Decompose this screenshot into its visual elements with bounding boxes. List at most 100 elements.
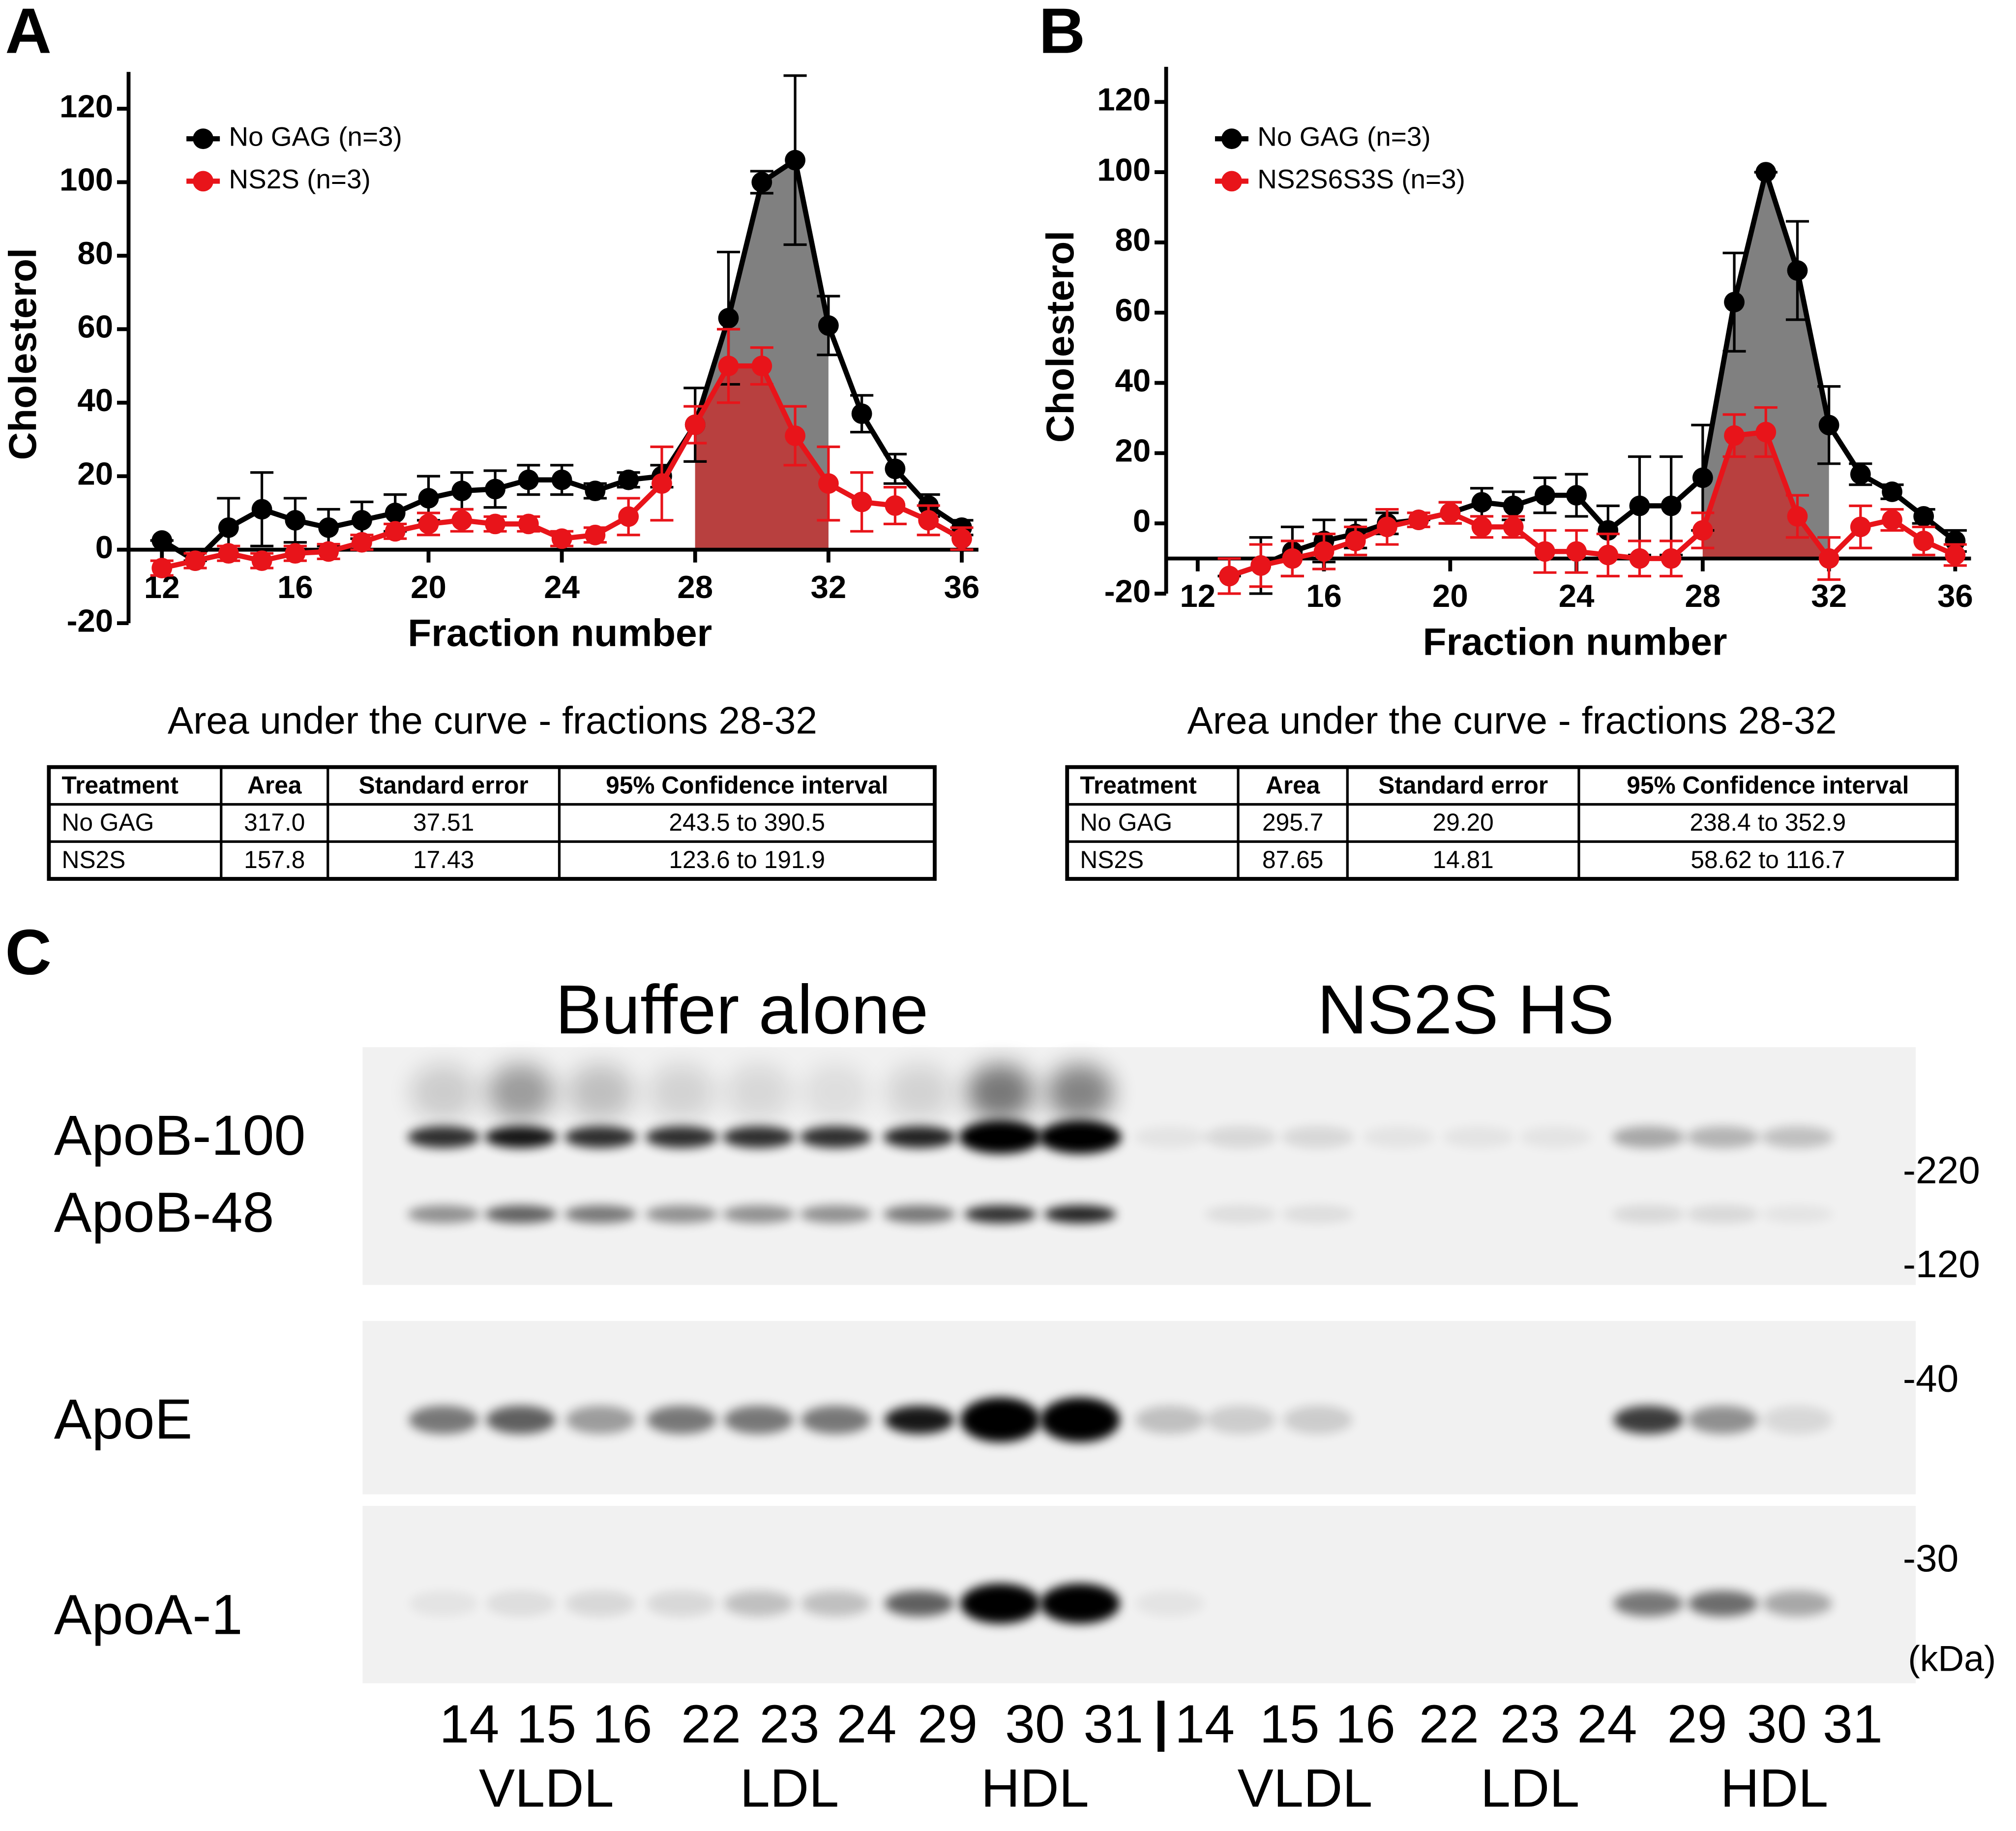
table-cell: 29.20 — [1432, 809, 1493, 836]
x-tick-label: 32 — [811, 569, 847, 605]
panel-label: C — [5, 916, 51, 988]
data-point — [1913, 531, 1934, 551]
table-header: 95% Confidence interval — [606, 771, 888, 799]
data-point — [218, 543, 239, 564]
data-point — [718, 308, 739, 329]
data-point — [1219, 566, 1240, 587]
data-point — [551, 469, 572, 490]
data-point — [618, 469, 639, 490]
data-point — [1534, 485, 1555, 506]
y-tick-label: 80 — [77, 235, 113, 271]
blot-band — [565, 1406, 635, 1434]
table-header: Standard error — [1378, 771, 1548, 799]
legend-label: NS2S (n=3) — [229, 164, 370, 194]
blot-band — [407, 1126, 480, 1148]
table-cell: 123.6 to 191.9 — [669, 846, 825, 873]
table-cell: 58.62 to 116.7 — [1690, 846, 1845, 873]
x-tick-label: 20 — [411, 569, 446, 605]
data-point — [318, 541, 339, 562]
data-point — [1787, 506, 1808, 527]
data-point — [718, 356, 739, 376]
blot-band — [1363, 1126, 1435, 1148]
x-axis-label: Fraction number — [1423, 620, 1727, 663]
data-point — [518, 469, 539, 490]
data-point — [185, 550, 206, 571]
table-cell: 317.0 — [244, 809, 305, 836]
data-point — [1345, 531, 1366, 551]
table-cell: No GAG — [1080, 809, 1172, 836]
blot-band — [1519, 1126, 1592, 1148]
data-point — [285, 510, 306, 531]
blot-band — [1761, 1205, 1834, 1224]
blot-smear — [802, 1064, 869, 1121]
data-point — [885, 495, 906, 516]
blot-smear — [567, 1064, 634, 1121]
blot-smear — [1046, 1064, 1114, 1121]
lane-label: 30 — [1747, 1694, 1807, 1754]
group-label: VLDL — [479, 1759, 614, 1819]
blot-band — [564, 1126, 637, 1148]
blot-band — [409, 1406, 478, 1434]
blot-smear — [725, 1064, 792, 1121]
y-tick-label: 0 — [95, 529, 113, 565]
protein-label: ApoA-1 — [54, 1583, 243, 1646]
blot-band — [1688, 1406, 1758, 1434]
blot-band — [801, 1406, 871, 1434]
lane-label: 14 — [439, 1694, 499, 1754]
lane-label: 29 — [1667, 1694, 1727, 1754]
data-point — [1945, 544, 1966, 566]
lane-separator: | — [1154, 1692, 1169, 1752]
blot-band — [724, 1406, 794, 1434]
legend-label: NS2S6S3S (n=3) — [1257, 164, 1465, 194]
x-tick-label: 16 — [1306, 578, 1342, 614]
table-cell: 295.7 — [1262, 809, 1323, 836]
data-point — [818, 315, 839, 336]
data-point — [251, 499, 272, 520]
data-point — [1692, 467, 1713, 488]
x-tick-label: 32 — [1811, 578, 1847, 614]
blot-smear — [648, 1064, 715, 1121]
blot-band — [484, 1205, 557, 1224]
data-point — [1913, 506, 1934, 527]
data-point — [352, 532, 372, 553]
auc-area — [695, 366, 829, 550]
x-tick-label: 24 — [544, 569, 580, 605]
legend-marker — [193, 128, 214, 150]
data-point — [218, 517, 239, 538]
blot-band — [1613, 1406, 1683, 1434]
data-point — [618, 506, 639, 527]
data-point — [818, 473, 839, 494]
blot-band — [1612, 1205, 1685, 1224]
data-point — [1408, 510, 1429, 530]
blot-band — [722, 1126, 795, 1148]
lane-label: 23 — [759, 1694, 819, 1754]
blot-band — [1281, 1126, 1354, 1148]
blot-band — [1442, 1126, 1515, 1148]
data-point — [885, 458, 906, 480]
y-axis-label: Cholesterol — [1, 248, 44, 460]
y-tick-label: -20 — [67, 602, 113, 638]
table-cell: 17.43 — [413, 846, 474, 873]
data-point — [1945, 531, 1966, 551]
data-point — [751, 356, 772, 376]
blot-band — [1134, 1126, 1206, 1148]
data-point — [1471, 492, 1492, 513]
data-point — [1787, 260, 1808, 281]
x-tick-label: 20 — [1432, 578, 1468, 614]
data-point — [285, 543, 306, 564]
blot-band — [484, 1126, 557, 1148]
x-tick-label: 28 — [1685, 578, 1721, 614]
y-tick-label: 20 — [1115, 433, 1151, 469]
data-point — [785, 150, 805, 171]
group-label: VLDL — [1238, 1759, 1373, 1819]
blot-band — [800, 1126, 872, 1148]
blot-band — [1687, 1205, 1759, 1224]
data-point — [1282, 548, 1303, 569]
data-point — [1724, 425, 1745, 446]
x-tick-label: 36 — [944, 569, 980, 605]
mw-marker: -120 — [1903, 1242, 1980, 1286]
table-cell: No GAG — [62, 809, 154, 836]
blot-band — [1688, 1591, 1758, 1617]
y-tick-label: 40 — [77, 382, 113, 418]
